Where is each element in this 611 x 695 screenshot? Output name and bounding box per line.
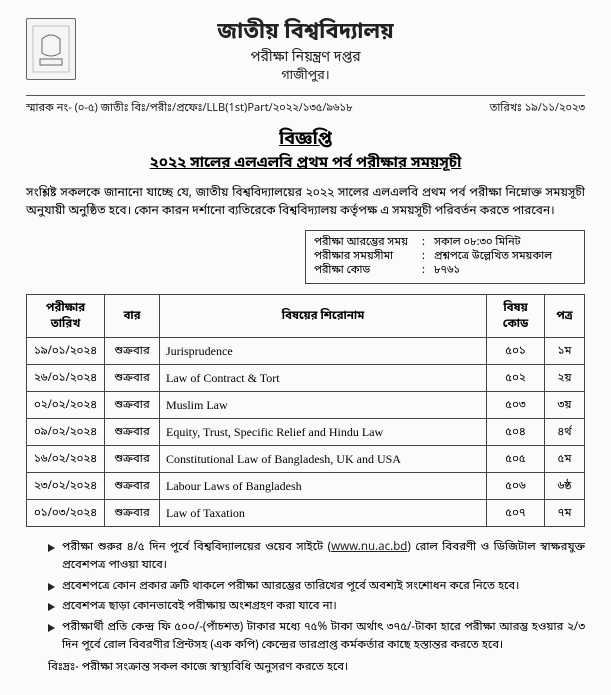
cell-code: ৫০৬ [487, 473, 545, 500]
cell-date: ২৬/০১/২০২৪ [27, 365, 105, 392]
cell-subject: Equity, Trust, Specific Relief and Hindu… [160, 419, 487, 446]
info-label: পরীক্ষা আরম্ভের সময় [314, 236, 422, 250]
cell-code: ৫০৩ [487, 392, 545, 419]
divider [26, 95, 585, 96]
exam-info-box: পরীক্ষা আরম্ভের সময় : সকাল ০৮:৩০ মিনিট … [305, 230, 585, 284]
info-line: পরীক্ষা আরম্ভের সময় : সকাল ০৮:৩০ মিনিট [314, 236, 576, 250]
instruction-item: পরীক্ষা শুরুর ৪/৫ দিন পূর্বে বিশ্ববিদ্যা… [48, 539, 585, 575]
header-text: জাতীয় বিশ্ববিদ্যালয় পরীক্ষা নিয়ন্ত্রণ… [26, 18, 585, 85]
cell-subject: Law of Taxation [160, 500, 487, 527]
cell-date: ১৯/০১/২০২৪ [27, 338, 105, 365]
info-value: ৮৭৬১ [434, 264, 576, 278]
table-row: ০১/০৩/২০২৪শুক্রবারLaw of Taxation৫০৭৭ম [27, 500, 585, 527]
notice-title: বিজ্ঞপ্তি [26, 128, 585, 152]
info-value: সকাল ০৮:৩০ মিনিট [434, 236, 576, 250]
table-row: ২৩/০২/২০২৪শুক্রবারLabour Laws of Banglad… [27, 473, 585, 500]
col-day: বার [105, 295, 160, 338]
info-label: পরীক্ষা কোড [314, 264, 422, 278]
city-name: গাজীপুর। [26, 68, 585, 85]
header: জাতীয় বিশ্ববিদ্যালয় পরীক্ষা নিয়ন্ত্রণ… [26, 18, 585, 85]
cell-day: শুক্রবার [105, 338, 160, 365]
cell-day: শুক্রবার [105, 500, 160, 527]
col-code: বিষয় কোড [487, 295, 545, 338]
cell-code: ৫০২ [487, 365, 545, 392]
cell-date: ১৬/০২/২০২৪ [27, 446, 105, 473]
cell-date: ০৯/০২/২০২৪ [27, 419, 105, 446]
cell-paper: ২য় [545, 365, 585, 392]
cell-code: ৫০১ [487, 338, 545, 365]
footnote: বিঃদ্রঃ- পরীক্ষা সংক্রান্ত সকল কাজে স্বা… [48, 659, 585, 675]
cell-day: শুক্রবার [105, 446, 160, 473]
cell-paper: ৫ম [545, 446, 585, 473]
info-label: পরীক্ষার সময়সীমা [314, 250, 422, 264]
col-date: পরীক্ষার তারিখ [27, 295, 105, 338]
table-row: ০৯/০২/২০২৪শুক্রবারEquity, Trust, Specifi… [27, 419, 585, 446]
instruction-item: প্রবেশপত্র ছাড়া কোনভাবেই পরীক্ষায় অংশগ… [48, 598, 585, 616]
table-row: ১৯/০১/২০২৪শুক্রবারJurisprudence৫০১১ম [27, 338, 585, 365]
website-link[interactable]: www.nu.ac.bd [331, 539, 407, 555]
instruction-item: প্রবেশপত্রে কোন প্রকার ত্রুটি থাকলে পরীক… [48, 578, 585, 596]
schedule-title: ২০২২ সালের এলএলবি প্রথম পর্ব পরীক্ষার সম… [26, 154, 585, 174]
col-subject: বিষয়ের শিরোনাম [160, 295, 487, 338]
instructions-list: পরীক্ষা শুরুর ৪/৫ দিন পূর্বে বিশ্ববিদ্যা… [48, 539, 585, 655]
instruction-item: পরীক্ষার্থী প্রতি কেন্দ্র ফি ৫০০/-(পাঁচশ… [48, 619, 585, 655]
cell-subject: Jurisprudence [160, 338, 487, 365]
cell-paper: ৬ষ্ঠ [545, 473, 585, 500]
cell-code: ৫০৫ [487, 446, 545, 473]
cell-subject: Muslim Law [160, 392, 487, 419]
cell-subject: Law of Contract & Tort [160, 365, 487, 392]
issue-date: তারিখঃ ১৯/১১/২০২৩ [490, 102, 585, 116]
cell-paper: ১ম [545, 338, 585, 365]
cell-subject: Constitutional Law of Bangladesh, UK and… [160, 446, 487, 473]
department-name: পরীক্ষা নিয়ন্ত্রণ দপ্তর [26, 48, 585, 67]
cell-day: শুক্রবার [105, 392, 160, 419]
cell-subject: Labour Laws of Bangladesh [160, 473, 487, 500]
university-name: জাতীয় বিশ্ববিদ্যালয় [26, 18, 585, 47]
schedule-table: পরীক্ষার তারিখ বার বিষয়ের শিরোনাম বিষয়… [26, 294, 585, 527]
cell-paper: ৭ম [545, 500, 585, 527]
reference-number: স্মারক নং- (০-৫) জাতীঃ বিঃ/পরীঃ/প্রফেঃ/L… [26, 102, 353, 116]
cell-day: শুক্রবার [105, 365, 160, 392]
table-row: ১৬/০২/২০২৪শুক্রবারConstitutional Law of … [27, 446, 585, 473]
cell-day: শুক্রবার [105, 473, 160, 500]
info-line: পরীক্ষার সময়সীমা : প্রশ্নপত্রে উল্লেখিত… [314, 250, 576, 264]
cell-day: শুক্রবার [105, 419, 160, 446]
table-row: ০২/০২/২০২৪শুক্রবারMuslim Law৫০৩৩য় [27, 392, 585, 419]
cell-date: ০২/০২/২০২৪ [27, 392, 105, 419]
document-page: জাতীয় বিশ্ববিদ্যালয় পরীক্ষা নিয়ন্ত্রণ… [0, 0, 611, 695]
info-value: প্রশ্নপত্রে উল্লেখিত সময়কাল [434, 250, 576, 264]
cell-paper: ৩য় [545, 392, 585, 419]
reference-row: স্মারক নং- (০-৫) জাতীঃ বিঃ/পরীঃ/প্রফেঃ/L… [26, 102, 585, 116]
cell-date: ২৩/০২/২০২৪ [27, 473, 105, 500]
intro-paragraph: সংশ্লিষ্ট সকলকে জানানো যাচ্ছে যে, জাতীয়… [26, 184, 585, 220]
cell-date: ০১/০৩/২০২৪ [27, 500, 105, 527]
cell-code: ৫০৪ [487, 419, 545, 446]
table-header-row: পরীক্ষার তারিখ বার বিষয়ের শিরোনাম বিষয়… [27, 295, 585, 338]
table-row: ২৬/০১/২০২৪শুক্রবারLaw of Contract & Tort… [27, 365, 585, 392]
col-paper: পত্র [545, 295, 585, 338]
cell-paper: ৪র্থ [545, 419, 585, 446]
cell-code: ৫০৭ [487, 500, 545, 527]
info-line: পরীক্ষা কোড : ৮৭৬১ [314, 264, 576, 278]
